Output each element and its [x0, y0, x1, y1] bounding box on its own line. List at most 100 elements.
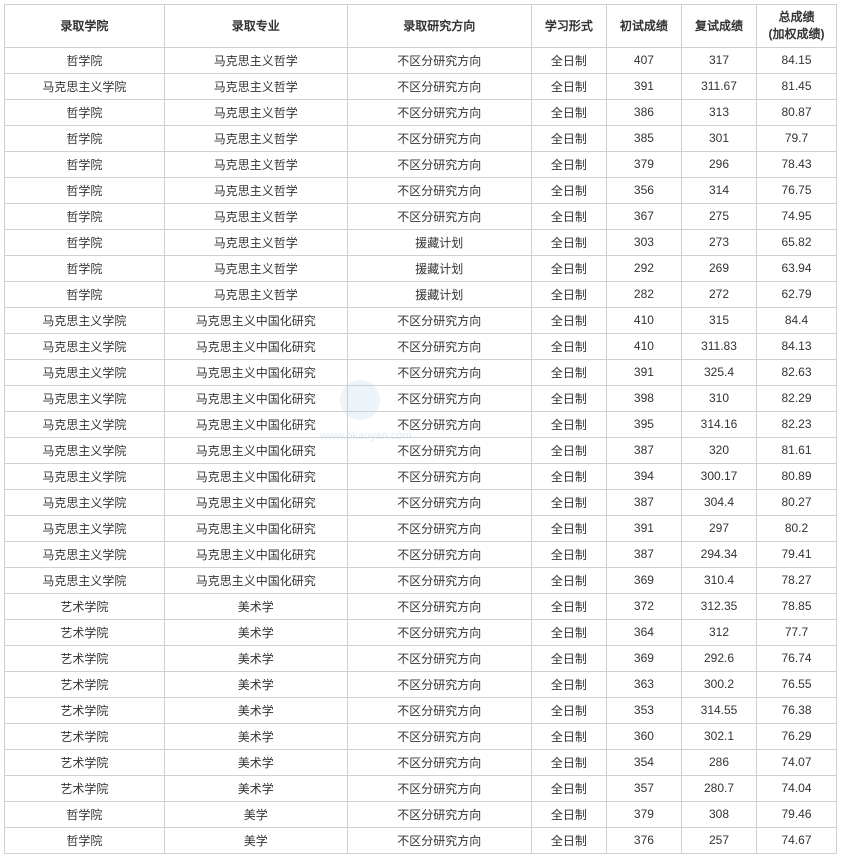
table-cell: 全日制 [531, 593, 606, 619]
table-cell: 哲学院 [5, 255, 165, 281]
table-cell: 353 [606, 697, 681, 723]
header-total-score: 总成绩 (加权成绩) [757, 5, 837, 48]
table-cell: 80.27 [757, 489, 837, 515]
table-cell: 376 [606, 827, 681, 853]
table-cell: 马克思主义哲学 [164, 125, 347, 151]
table-cell: 全日制 [531, 801, 606, 827]
table-cell: 哲学院 [5, 99, 165, 125]
table-cell: 80.87 [757, 99, 837, 125]
table-cell: 全日制 [531, 723, 606, 749]
table-row: 哲学院美学不区分研究方向全日制37930879.46 [5, 801, 837, 827]
table-cell: 全日制 [531, 619, 606, 645]
table-cell: 286 [681, 749, 756, 775]
table-cell: 不区分研究方向 [347, 697, 531, 723]
table-cell: 82.23 [757, 411, 837, 437]
table-cell: 387 [606, 489, 681, 515]
table-row: 哲学院马克思主义哲学援藏计划全日制29226963.94 [5, 255, 837, 281]
table-cell: 62.79 [757, 281, 837, 307]
table-cell: 78.43 [757, 151, 837, 177]
table-cell: 全日制 [531, 73, 606, 99]
table-cell: 全日制 [531, 697, 606, 723]
table-cell: 84.4 [757, 307, 837, 333]
table-cell: 391 [606, 359, 681, 385]
table-cell: 全日制 [531, 827, 606, 853]
header-major: 录取专业 [164, 5, 347, 48]
table-cell: 395 [606, 411, 681, 437]
table-cell: 394 [606, 463, 681, 489]
table-cell: 不区分研究方向 [347, 671, 531, 697]
table-cell: 76.38 [757, 697, 837, 723]
table-row: 艺术学院美术学不区分研究方向全日制363300.276.55 [5, 671, 837, 697]
table-cell: 310 [681, 385, 756, 411]
table-cell: 全日制 [531, 333, 606, 359]
table-cell: 不区分研究方向 [347, 515, 531, 541]
table-cell: 全日制 [531, 645, 606, 671]
table-cell: 美术学 [164, 697, 347, 723]
table-cell: 马克思主义中国化研究 [164, 385, 347, 411]
table-cell: 不区分研究方向 [347, 125, 531, 151]
table-row: 艺术学院美术学不区分研究方向全日制372312.3578.85 [5, 593, 837, 619]
table-cell: 全日制 [531, 255, 606, 281]
table-cell: 全日制 [531, 775, 606, 801]
table-cell: 407 [606, 47, 681, 73]
table-cell: 不区分研究方向 [347, 99, 531, 125]
table-row: 马克思主义学院马克思主义中国化研究不区分研究方向全日制39129780.2 [5, 515, 837, 541]
table-row: 哲学院马克思主义哲学不区分研究方向全日制40731784.15 [5, 47, 837, 73]
table-cell: 304.4 [681, 489, 756, 515]
table-row: 哲学院马克思主义哲学援藏计划全日制30327365.82 [5, 229, 837, 255]
table-cell: 哲学院 [5, 827, 165, 853]
table-cell: 84.13 [757, 333, 837, 359]
table-cell: 全日制 [531, 541, 606, 567]
table-cell: 全日制 [531, 411, 606, 437]
table-cell: 哲学院 [5, 229, 165, 255]
table-cell: 不区分研究方向 [347, 749, 531, 775]
table-cell: 363 [606, 671, 681, 697]
table-cell: 不区分研究方向 [347, 645, 531, 671]
table-cell: 不区分研究方向 [347, 333, 531, 359]
table-cell: 马克思主义哲学 [164, 203, 347, 229]
table-cell: 全日制 [531, 177, 606, 203]
table-cell: 艺术学院 [5, 723, 165, 749]
table-cell: 马克思主义学院 [5, 333, 165, 359]
table-cell: 76.74 [757, 645, 837, 671]
table-row: 马克思主义学院马克思主义哲学不区分研究方向全日制391311.6781.45 [5, 73, 837, 99]
table-row: 艺术学院美术学不区分研究方向全日制360302.176.29 [5, 723, 837, 749]
table-row: 马克思主义学院马克思主义中国化研究不区分研究方向全日制38732081.61 [5, 437, 837, 463]
table-row: 马克思主义学院马克思主义中国化研究不区分研究方向全日制41031584.4 [5, 307, 837, 333]
table-cell: 不区分研究方向 [347, 541, 531, 567]
table-cell: 314.16 [681, 411, 756, 437]
table-cell: 马克思主义学院 [5, 437, 165, 463]
table-cell: 马克思主义中国化研究 [164, 307, 347, 333]
table-cell: 315 [681, 307, 756, 333]
table-cell: 马克思主义哲学 [164, 99, 347, 125]
table-row: 哲学院马克思主义哲学不区分研究方向全日制37929678.43 [5, 151, 837, 177]
table-cell: 全日制 [531, 515, 606, 541]
table-cell: 不区分研究方向 [347, 775, 531, 801]
table-cell: 马克思主义哲学 [164, 177, 347, 203]
table-cell: 美术学 [164, 723, 347, 749]
table-cell: 马克思主义哲学 [164, 229, 347, 255]
table-cell: 不区分研究方向 [347, 619, 531, 645]
table-row: 哲学院马克思主义哲学不区分研究方向全日制38530179.7 [5, 125, 837, 151]
table-cell: 美术学 [164, 775, 347, 801]
header-total-line2: (加权成绩) [769, 26, 825, 43]
table-cell: 援藏计划 [347, 255, 531, 281]
table-cell: 385 [606, 125, 681, 151]
table-row: 马克思主义学院马克思主义中国化研究不区分研究方向全日制391325.482.63 [5, 359, 837, 385]
table-row: 马克思主义学院马克思主义中国化研究不区分研究方向全日制394300.1780.8… [5, 463, 837, 489]
table-cell: 美术学 [164, 593, 347, 619]
table-cell: 马克思主义学院 [5, 567, 165, 593]
table-cell: 全日制 [531, 307, 606, 333]
table-cell: 马克思主义学院 [5, 359, 165, 385]
table-cell: 313 [681, 99, 756, 125]
table-cell: 马克思主义学院 [5, 73, 165, 99]
table-cell: 311.67 [681, 73, 756, 99]
table-cell: 马克思主义中国化研究 [164, 463, 347, 489]
table-cell: 357 [606, 775, 681, 801]
table-cell: 马克思主义中国化研究 [164, 333, 347, 359]
table-cell: 不区分研究方向 [347, 827, 531, 853]
table-cell: 369 [606, 645, 681, 671]
table-cell: 398 [606, 385, 681, 411]
header-direction: 录取研究方向 [347, 5, 531, 48]
table-cell: 马克思主义学院 [5, 385, 165, 411]
